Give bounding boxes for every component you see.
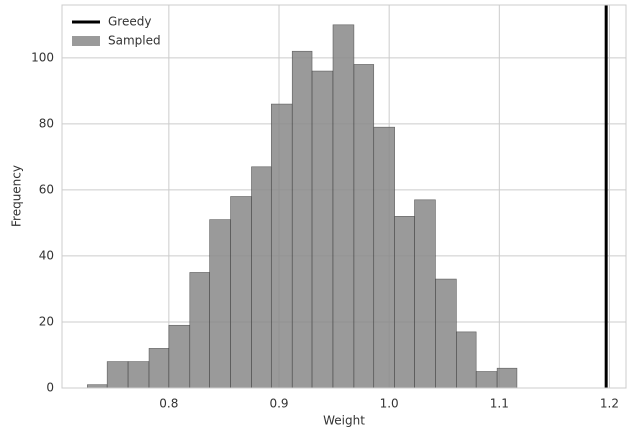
y-tick-label: 20 — [39, 314, 54, 328]
histogram-bar — [209, 219, 231, 389]
legend-swatch — [72, 36, 100, 46]
histogram-bar — [475, 371, 498, 389]
histogram-bar — [270, 103, 293, 389]
x-axis-label: Weight — [323, 414, 365, 428]
histogram-bar — [127, 361, 150, 389]
histogram-bar — [251, 166, 272, 389]
y-axis-label: Frequency — [10, 165, 24, 227]
histogram-bar — [168, 324, 191, 389]
y-tick-label: 60 — [39, 182, 54, 196]
plot-frame — [61, 4, 627, 389]
x-tick-label: 1.1 — [490, 397, 509, 411]
x-tick-label: 1.0 — [380, 397, 399, 411]
histogram-bar — [394, 216, 415, 389]
x-tick-label: 0.9 — [269, 397, 288, 411]
legend-label: Sampled — [108, 34, 161, 48]
histogram-bar — [496, 367, 518, 389]
histogram-bar — [332, 24, 355, 389]
y-tick-label: 80 — [39, 116, 54, 130]
y-tick-label: 0 — [46, 381, 54, 395]
y-tick-label: 40 — [39, 248, 54, 262]
histogram-bar — [291, 50, 313, 389]
histogram-bar — [106, 361, 129, 389]
histogram-bar — [311, 70, 334, 389]
y-tick-label: 100 — [31, 50, 54, 64]
histogram-bar — [189, 272, 210, 389]
histogram-bar — [373, 126, 395, 389]
histogram-bar — [414, 199, 436, 389]
histogram-bar — [353, 64, 375, 389]
x-tick-label: 1.2 — [600, 397, 619, 411]
legend-label: Greedy — [108, 15, 151, 29]
x-tick-label: 0.8 — [159, 397, 178, 411]
histogram-bar — [148, 348, 170, 389]
histogram-bar — [435, 278, 457, 389]
histogram-bar — [230, 196, 252, 389]
histogram-bar — [456, 331, 477, 389]
